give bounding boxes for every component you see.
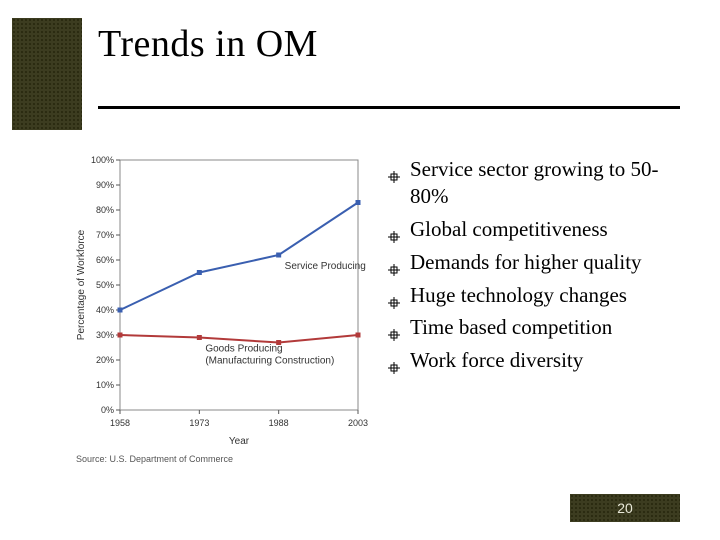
footer-block: 20 [570, 494, 680, 522]
target-icon [388, 321, 400, 333]
svg-text:10%: 10% [96, 380, 114, 390]
target-icon [388, 354, 400, 366]
svg-text:60%: 60% [96, 255, 114, 265]
svg-text:Percentage of Workforce: Percentage of Workforce [76, 229, 87, 340]
bullet-item: Demands for higher quality [388, 249, 680, 276]
bullets-column: Service sector growing to 50-80% Global c… [388, 150, 680, 480]
bullet-text: Time based competition [410, 315, 612, 339]
svg-text:(Manufacturing Construction): (Manufacturing Construction) [205, 356, 334, 367]
page-number: 20 [617, 500, 633, 516]
bullet-text: Global competitiveness [410, 217, 608, 241]
bullet-list: Service sector growing to 50-80% Global c… [388, 156, 680, 374]
svg-text:50%: 50% [96, 280, 114, 290]
svg-text:Year: Year [229, 436, 250, 447]
svg-text:1958: 1958 [110, 418, 130, 428]
svg-text:2003: 2003 [348, 418, 368, 428]
bullet-text: Demands for higher quality [410, 250, 642, 274]
bullet-text: Huge technology changes [410, 283, 627, 307]
svg-text:40%: 40% [96, 305, 114, 315]
target-icon [388, 163, 400, 175]
page-title: Trends in OM [98, 22, 318, 66]
chart-column: 0% 10% 20% 30% 40% 50% 60% 70% 80% 90% 100% 1958 197… [70, 150, 370, 480]
bullet-item: Global competitiveness [388, 216, 680, 243]
svg-text:90%: 90% [96, 180, 114, 190]
chart-source: Source: U.S. Department of Commerce [76, 454, 370, 464]
svg-text:100%: 100% [91, 155, 114, 165]
svg-text:70%: 70% [96, 230, 114, 240]
svg-text:20%: 20% [96, 355, 114, 365]
title-rule [98, 106, 680, 109]
bullet-item: Huge technology changes [388, 282, 680, 309]
bullet-item: Service sector growing to 50-80% [388, 156, 680, 210]
svg-text:Goods Producing: Goods Producing [205, 344, 282, 355]
chart-wrapper: 0% 10% 20% 30% 40% 50% 60% 70% 80% 90% 100% 1958 197… [70, 150, 370, 464]
target-icon [388, 289, 400, 301]
bullet-item: Work force diversity [388, 347, 680, 374]
content-area: 0% 10% 20% 30% 40% 50% 60% 70% 80% 90% 100% 1958 197… [70, 150, 680, 480]
svg-text:1973: 1973 [189, 418, 209, 428]
svg-text:80%: 80% [96, 205, 114, 215]
target-icon [388, 223, 400, 235]
bullet-text: Service sector growing to 50-80% [410, 157, 658, 208]
svg-text:0%: 0% [101, 405, 114, 415]
svg-text:Service Producing: Service Producing [285, 261, 366, 272]
bullet-item: Time based competition [388, 314, 680, 341]
accent-block [12, 18, 82, 130]
slide: Trends in OM 0% 10% 20% 30% 40% 50% 60% 70% 80% 9… [0, 0, 720, 540]
svg-text:30%: 30% [96, 330, 114, 340]
target-icon [388, 256, 400, 268]
bullet-text: Work force diversity [410, 348, 583, 372]
svg-text:1988: 1988 [269, 418, 289, 428]
workforce-chart: 0% 10% 20% 30% 40% 50% 60% 70% 80% 90% 100% 1958 197… [70, 150, 370, 450]
